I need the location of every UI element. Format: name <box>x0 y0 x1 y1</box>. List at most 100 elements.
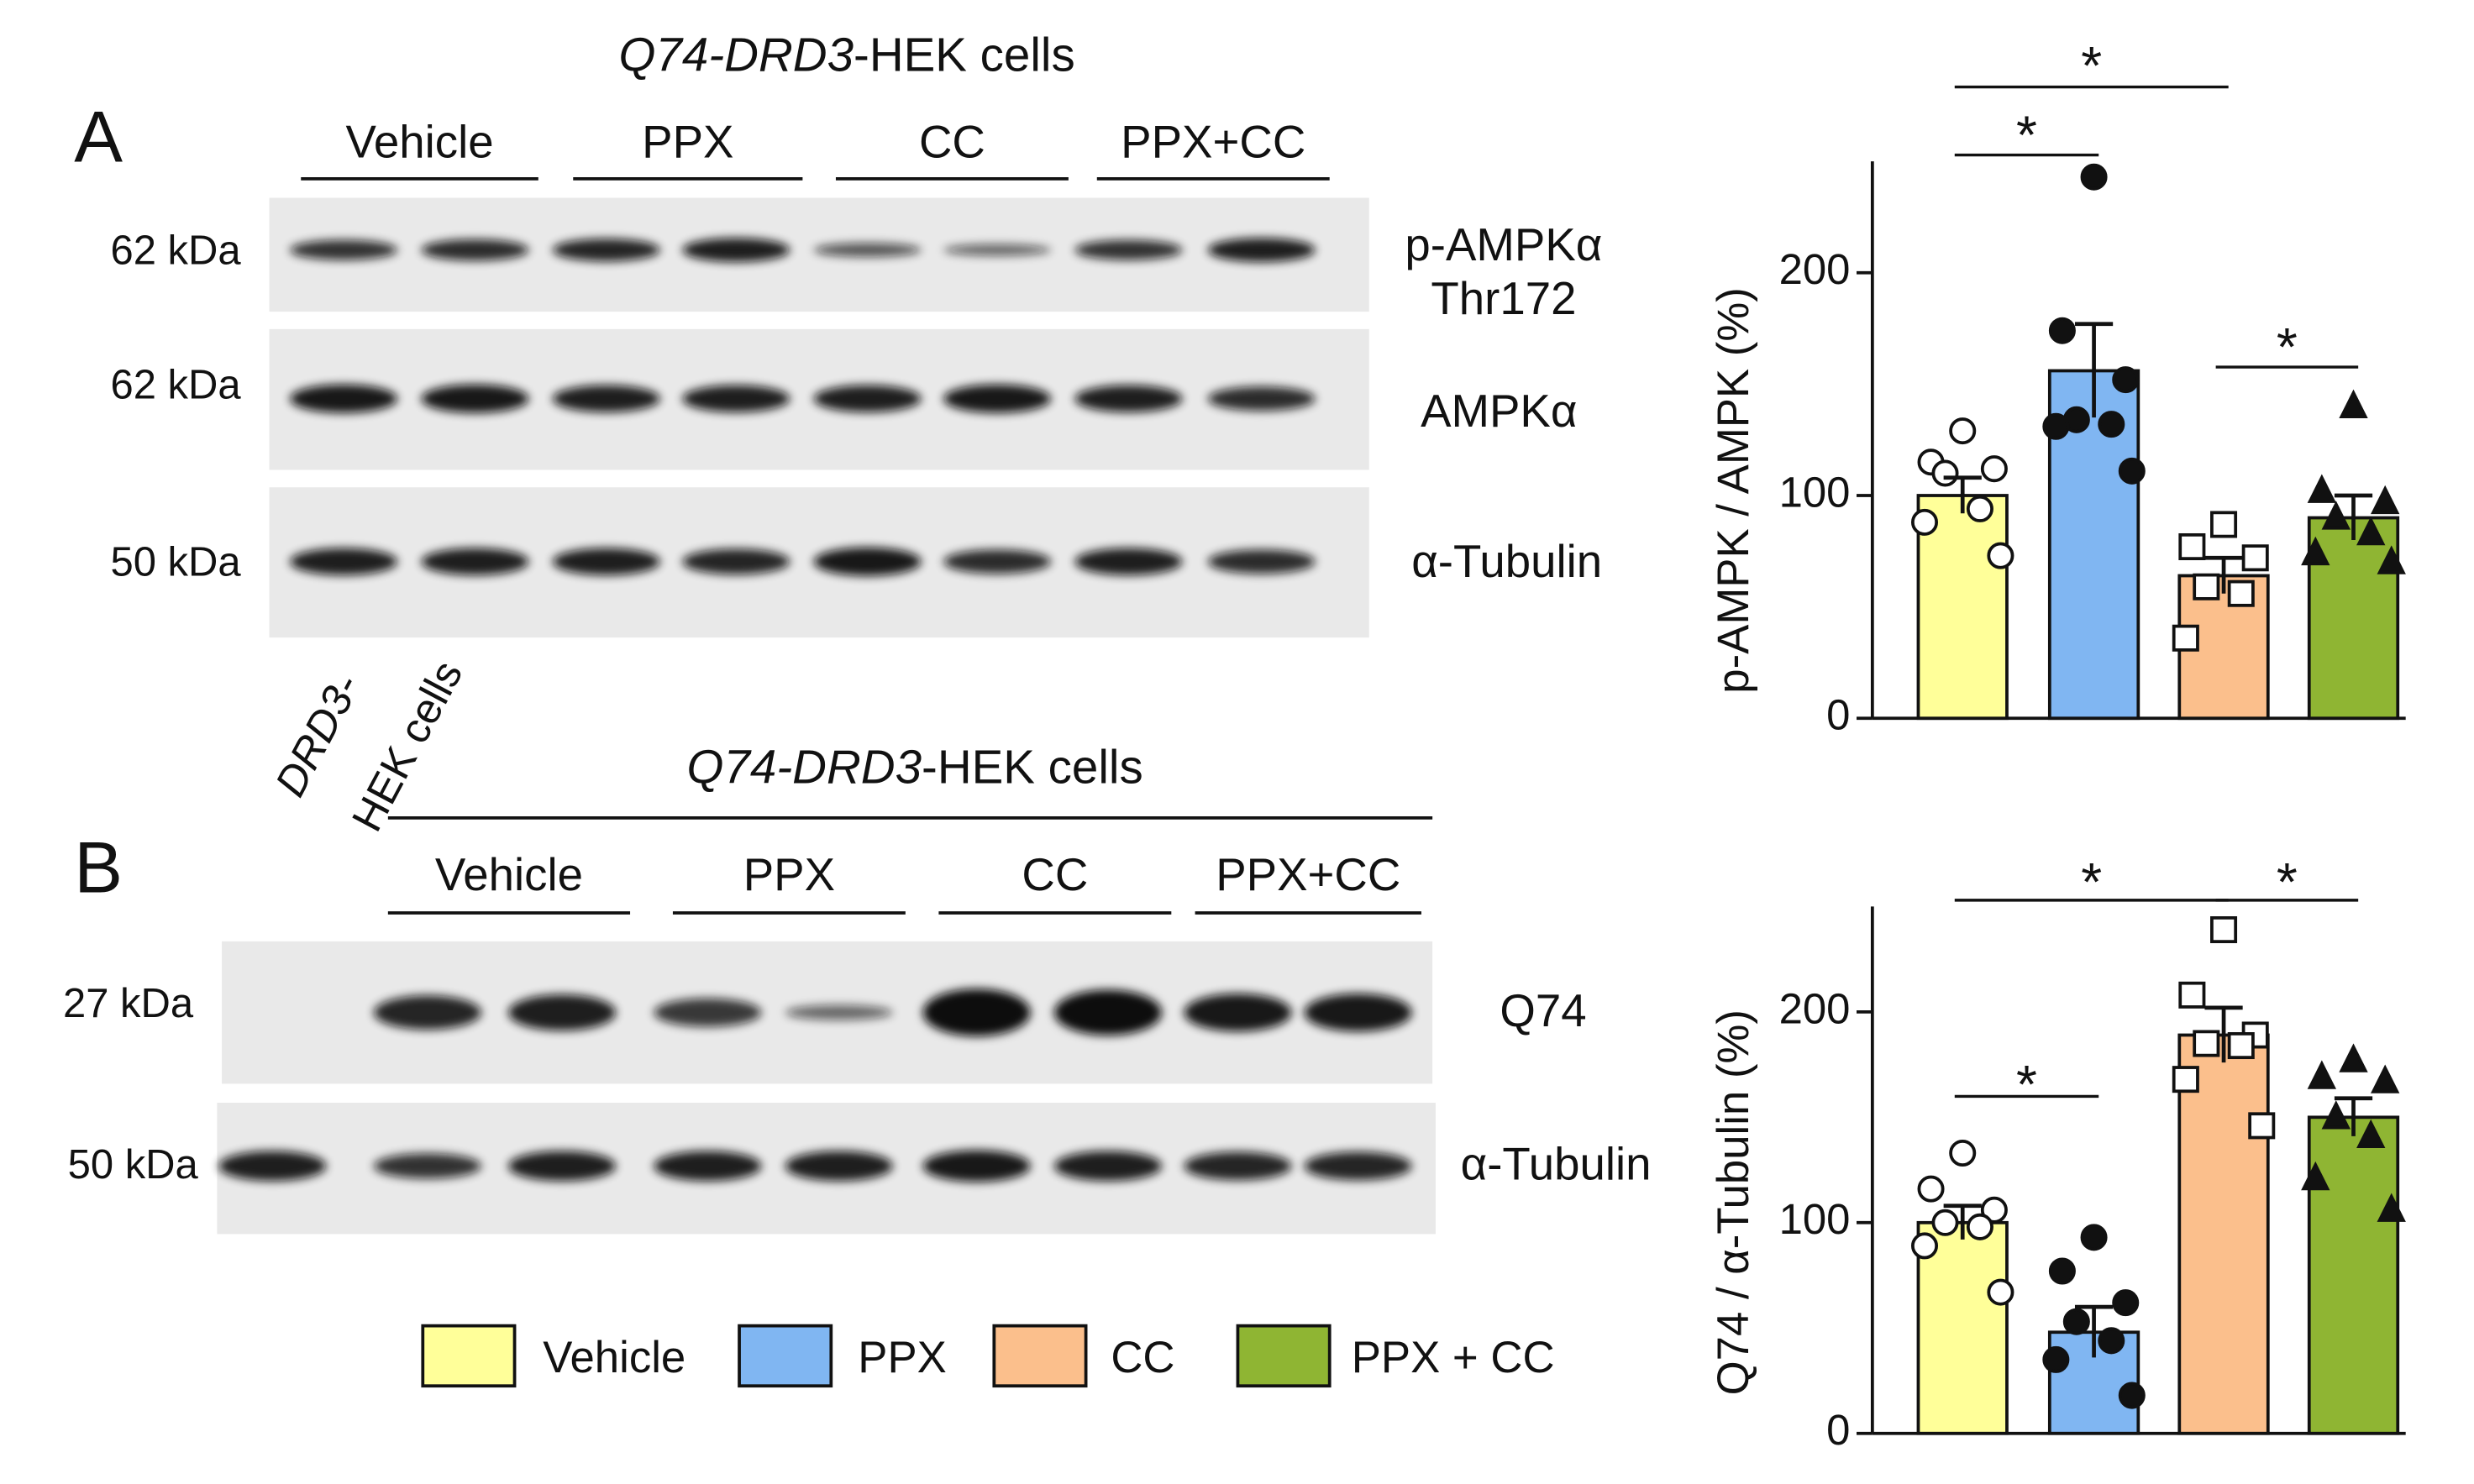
data-point <box>2321 1100 2351 1130</box>
data-point <box>1917 1175 1945 1203</box>
legend-swatch <box>1236 1324 1332 1388</box>
blot-title-italic: Q74-DRD3 <box>687 740 922 793</box>
bar <box>2307 1115 2400 1435</box>
data-point <box>2356 1119 2386 1149</box>
data-point <box>2377 545 2406 574</box>
data-point <box>2210 916 2238 944</box>
blot-band <box>218 1151 327 1182</box>
blot-band <box>1207 238 1316 262</box>
data-point <box>2301 1161 2330 1191</box>
blot-band <box>943 244 1052 256</box>
panel-label: B <box>74 828 123 909</box>
error-bar <box>1943 1203 1982 1240</box>
molecular-weight: 27 kDa <box>63 981 194 1026</box>
molecular-weight: 62 kDa <box>110 228 241 273</box>
y-tick-label: 100 <box>1779 468 1851 516</box>
data-point <box>2172 624 2199 652</box>
blot-band <box>813 243 922 257</box>
error-bar <box>2334 493 2373 541</box>
significance-label: * <box>2081 852 2102 912</box>
significance-label: * <box>2277 317 2298 377</box>
legend-swatch <box>738 1324 833 1388</box>
blot-band <box>654 1151 762 1182</box>
data-point <box>2356 516 2386 546</box>
blot-band <box>421 384 529 413</box>
blot-band <box>290 239 398 260</box>
data-point <box>2178 532 2206 561</box>
blot-title-italic: Q74-DRD3 <box>619 29 854 81</box>
data-point <box>2371 485 2400 515</box>
data-point <box>2227 579 2255 607</box>
data-point <box>2098 411 2125 438</box>
blot-band <box>1184 1151 1292 1181</box>
data-point <box>1980 455 2008 483</box>
data-point <box>2227 1032 2255 1060</box>
blot-band <box>922 988 1031 1036</box>
significance-label: * <box>2016 105 2037 165</box>
data-point <box>1980 1196 2008 1224</box>
blot-band <box>1074 548 1183 575</box>
blot-band <box>1304 994 1412 1032</box>
data-point <box>2080 1224 2108 1251</box>
blot-band <box>1074 239 1183 260</box>
y-tick-label: 0 <box>1826 1406 1850 1454</box>
data-point <box>2377 1193 2406 1222</box>
data-point <box>1949 1139 1977 1167</box>
data-point <box>2172 1066 2199 1093</box>
blot-band <box>421 239 529 261</box>
data-point <box>2042 412 2070 440</box>
data-point <box>2048 317 2076 344</box>
data-point <box>2062 1308 2090 1335</box>
molecular-weight: 50 kDa <box>110 539 241 585</box>
data-point <box>2339 389 2368 419</box>
data-point <box>1910 1232 1939 1260</box>
blot-band <box>373 1153 481 1179</box>
data-point <box>2048 1257 2076 1285</box>
blot-band <box>552 548 660 575</box>
blot-band <box>654 998 762 1027</box>
data-point <box>2118 457 2146 485</box>
legend-swatch <box>421 1324 517 1388</box>
blot-band <box>943 549 1052 574</box>
control-label: DRD3- <box>265 666 369 804</box>
blot-band <box>1304 1151 1412 1181</box>
blot-band <box>552 239 660 262</box>
blot-band <box>1207 386 1316 412</box>
blot-band <box>1184 994 1292 1032</box>
data-point <box>1931 459 1959 487</box>
blot-band <box>682 385 791 412</box>
data-point <box>1949 417 1977 445</box>
lane-group-label: Vehicle <box>345 117 493 168</box>
data-point <box>1966 1213 1993 1240</box>
blot-band <box>682 548 791 575</box>
bar <box>1916 1220 2009 1435</box>
lane-group-label: PPX <box>642 117 733 168</box>
error-bar <box>2074 322 2114 418</box>
bar-chart: 0 100 200 Q74 / α-Tubulin (%) * * * <box>1709 852 2406 1454</box>
legend-label: CC <box>1111 1333 1174 1382</box>
y-tick-label: 200 <box>1779 984 1851 1032</box>
blot-band <box>373 995 481 1030</box>
data-point <box>2118 1382 2146 1409</box>
data-point <box>2248 1112 2276 1140</box>
data-point <box>2178 981 2206 1009</box>
lane-group-label: CC <box>1022 849 1088 900</box>
legend: Vehicle PPX CC PPX + CC <box>421 1324 1555 1388</box>
control-label: HEK cells <box>343 653 472 838</box>
blot-band <box>508 994 617 1031</box>
blot-title-rest: -HEK cells <box>922 740 1143 793</box>
blot-band <box>290 384 398 413</box>
blot-band <box>421 548 529 575</box>
error-bar <box>2204 1005 2243 1063</box>
data-point <box>1910 508 1939 536</box>
significance-label: * <box>2277 852 2298 912</box>
data-point <box>2301 536 2330 566</box>
data-point <box>1987 1278 2014 1306</box>
protein-label: Q74 <box>1500 985 1586 1036</box>
blot-title: Q74-DRD3-HEK cells <box>687 740 1143 793</box>
data-point <box>2193 1030 2220 1057</box>
blot-title: Q74-DRD3-HEK cells <box>619 29 1075 81</box>
bar <box>2307 516 2400 721</box>
y-tick-label: 200 <box>1779 245 1851 293</box>
lane-group-label: PPX+CC <box>1121 117 1305 168</box>
